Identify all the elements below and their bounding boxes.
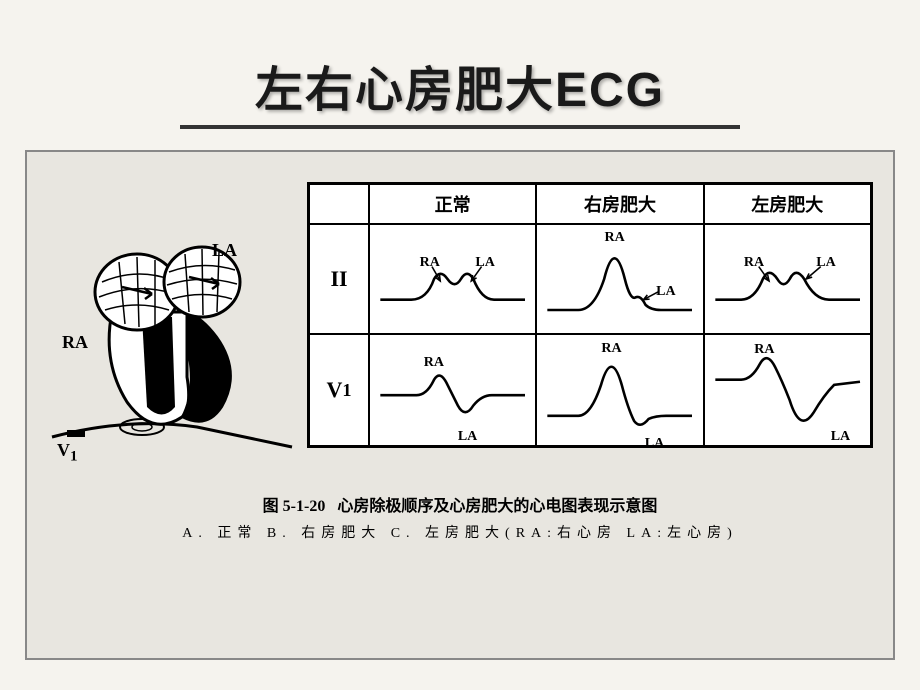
heart-label-la: LA	[212, 240, 237, 261]
content-frame: RA LA V1 正常 右房肥大 左房肥大 II RALA RALA R	[25, 150, 895, 660]
wave-label: LA	[458, 429, 477, 445]
col-header-lae: 左房肥大	[705, 185, 870, 225]
wave-rae-v1: RALA	[537, 335, 704, 445]
row-lead-ii: II	[310, 225, 370, 335]
figure-title: 心房除极顺序及心房肥大的心电图表现示意图	[337, 498, 657, 515]
ecg-comparison-table: 正常 右房肥大 左房肥大 II RA LA RA LA RA LA V1 RA LA R…	[307, 182, 873, 448]
heart-anatomy-diagram: RA LA V1	[47, 182, 297, 462]
heart-label-ra: RA	[62, 332, 88, 353]
wave-lae-ii: RA LA	[705, 225, 870, 335]
figure-number: 图 5-1-20	[263, 498, 326, 515]
col-header-normal: 正常	[370, 185, 537, 225]
wave-lae-v1: RA LA	[705, 335, 870, 445]
wave-normal-v1: RA LA	[370, 335, 537, 445]
wave-rae-ii: RA LA	[537, 225, 704, 335]
heart-label-v1: V1	[57, 440, 78, 466]
wave-label: RA	[754, 342, 774, 358]
wave-label: LA	[816, 255, 835, 271]
wave-label: RA	[601, 341, 621, 357]
wave-label: RA	[424, 355, 444, 371]
wave-normal-ii: RA LA	[370, 225, 537, 335]
wave-label: LA	[656, 284, 675, 300]
wave-label: RA	[420, 255, 440, 271]
wave-label: LA	[645, 436, 664, 452]
row-lead-v1: V1	[310, 335, 370, 445]
figure-legend: A. 正常 B. 右房肥大 C. 左房肥大(RA:右心房 LA:左心房)	[47, 522, 873, 542]
wave-label: LA	[475, 255, 494, 271]
wave-label: LA	[831, 429, 850, 445]
col-header-rae: 右房肥大	[537, 185, 704, 225]
title-underline	[180, 125, 740, 129]
wave-label: RA	[744, 255, 764, 271]
table-corner	[310, 185, 370, 225]
wave-label: RA	[604, 230, 624, 246]
figure-caption: 图 5-1-20 心房除极顺序及心房肥大的心电图表现示意图 A. 正常 B. 右…	[47, 492, 873, 542]
page-title: 左右心房肥大ECG	[30, 50, 890, 120]
